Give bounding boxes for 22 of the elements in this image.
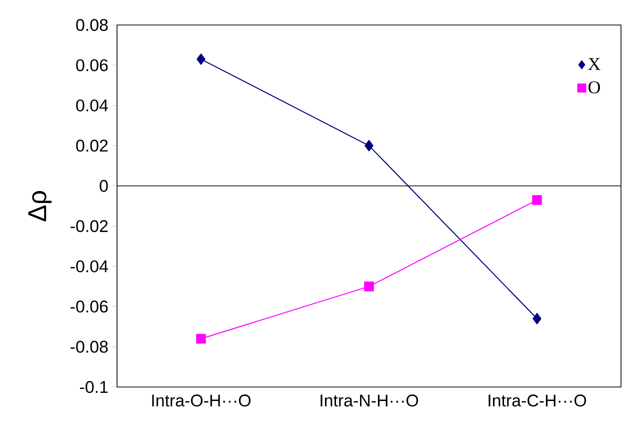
- legend-label: O: [588, 81, 600, 94]
- point: [196, 334, 206, 344]
- y-tick-label: -0.08: [70, 340, 108, 353]
- y-tick-label: 0.08: [76, 19, 108, 31]
- point: [196, 54, 206, 65]
- point: [532, 195, 542, 205]
- x-tick-label: Intra-O-H···O: [152, 394, 251, 407]
- y-axis-title: Δρ: [28, 191, 52, 222]
- point: [364, 140, 374, 152]
- legend-label: X: [588, 58, 600, 70]
- y-tick-label: -0.06: [70, 300, 108, 313]
- y-tick-label: -0.02: [70, 220, 108, 232]
- y-tick-label: 0.02: [76, 140, 108, 152]
- point: [532, 312, 542, 324]
- point: [364, 282, 374, 292]
- y-tick-label: 0.06: [76, 59, 108, 72]
- x-tick-label: Intra-N-H···O: [320, 394, 418, 407]
- y-tick-label: -0.1: [80, 381, 108, 393]
- y-tick-label: -0.04: [70, 260, 108, 272]
- x-tick-label: Intra-C-H···O: [488, 394, 586, 407]
- y-tick-label: 0: [100, 180, 108, 192]
- y-tick-label: 0.04: [76, 99, 108, 112]
